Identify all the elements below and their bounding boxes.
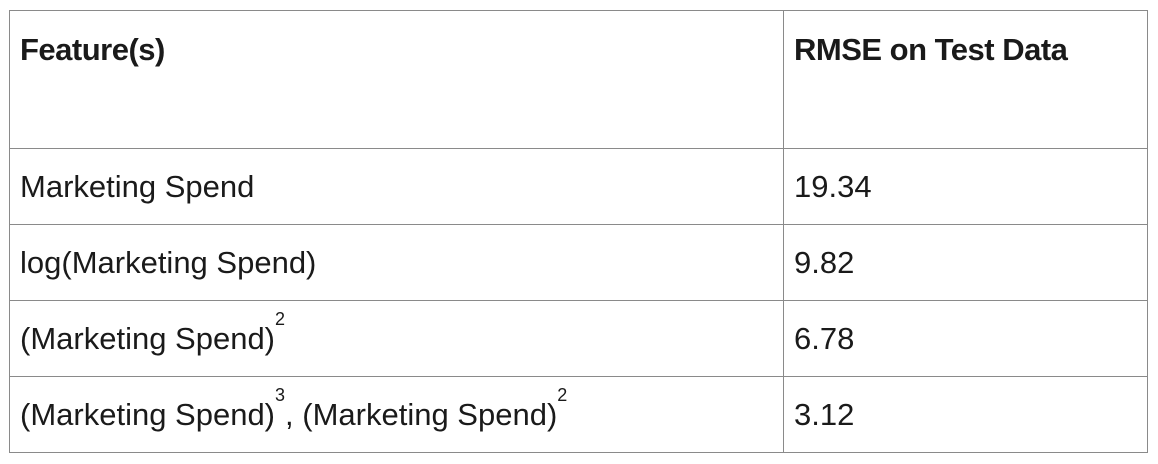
exponent: 2 (275, 308, 286, 329)
table-row: log(Marketing Spend) 9.82 (9, 224, 1148, 301)
table-row: Marketing Spend 19.34 (9, 148, 1148, 225)
rmse-cell: 3.12 (783, 376, 1148, 453)
rmse-cell: 19.34 (783, 148, 1148, 225)
feature-text: log(Marketing Spend) (20, 244, 317, 280)
results-table-container: Feature(s) RMSE on Test Data Marketing S… (9, 10, 1148, 453)
rmse-cell: 6.78 (783, 300, 1148, 377)
feature-separator: , (285, 396, 303, 432)
feature-text: Marketing Spend (20, 168, 255, 204)
feature-column-header: Feature(s) (9, 10, 784, 149)
exponent: 3 (275, 384, 286, 405)
rmse-results-table: Feature(s) RMSE on Test Data Marketing S… (9, 10, 1148, 453)
table-header-row: Feature(s) RMSE on Test Data (9, 10, 1148, 149)
exponent: 2 (557, 384, 568, 405)
table-row: (Marketing Spend)2 6.78 (9, 300, 1148, 377)
rmse-column-header: RMSE on Test Data (783, 10, 1148, 149)
feature-cell: (Marketing Spend)3, (Marketing Spend)2 (9, 376, 784, 453)
feature-text: (Marketing Spend) (20, 320, 276, 356)
feature-cell: (Marketing Spend)2 (9, 300, 784, 377)
table-row: (Marketing Spend)3, (Marketing Spend)2 3… (9, 376, 1148, 453)
feature-text-secondary: (Marketing Spend) (302, 396, 558, 432)
feature-text: (Marketing Spend) (20, 396, 276, 432)
feature-cell: log(Marketing Spend) (9, 224, 784, 301)
rmse-cell: 9.82 (783, 224, 1148, 301)
feature-cell: Marketing Spend (9, 148, 784, 225)
